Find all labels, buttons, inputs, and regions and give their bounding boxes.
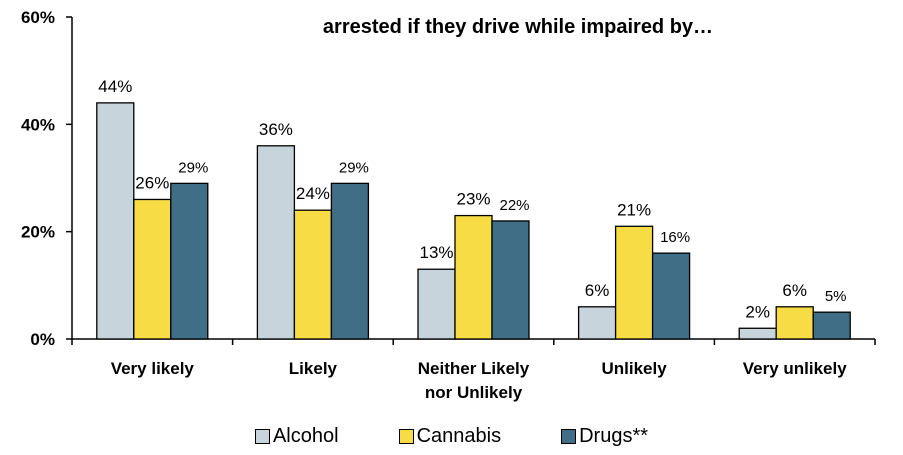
chart-title-line: arrested if they drive while impaired by…	[323, 16, 713, 38]
legend: Alcohol Cannabis Drugs**	[0, 425, 903, 448]
category-label: Unlikely	[601, 359, 667, 378]
category-label: Very unlikely	[743, 359, 847, 378]
bar-alcohol	[577, 306, 617, 340]
bar-drugs	[812, 311, 851, 340]
data-label: 29%	[339, 159, 369, 176]
bar-alcohol	[417, 268, 456, 340]
y-tick-label: 60%	[21, 8, 55, 27]
data-label: 13%	[419, 243, 453, 262]
bar-drugs	[330, 182, 370, 340]
bar-drugs	[491, 220, 530, 340]
bar-alcohol	[256, 145, 296, 340]
bar-cannabis	[614, 225, 654, 340]
data-label: 26%	[135, 173, 169, 192]
legend-swatch	[561, 429, 577, 444]
data-label: 6%	[585, 281, 610, 300]
legend-swatch	[254, 429, 270, 444]
bar-drugs	[170, 182, 209, 340]
bar-drugs	[651, 252, 691, 340]
bar-cannabis	[133, 198, 172, 340]
data-label: 6%	[782, 281, 807, 300]
legend-label: Cannabis	[416, 425, 502, 447]
legend-item: Alcohol	[254, 425, 339, 448]
data-label: 24%	[296, 184, 330, 203]
legend-label: Drugs**	[579, 425, 649, 447]
category-label: nor Unlikely	[425, 383, 523, 402]
legend-item: Cannabis	[398, 425, 502, 448]
bar-alcohol	[738, 327, 777, 340]
data-label: 22%	[499, 197, 529, 214]
y-tick-label: 40%	[21, 115, 55, 134]
bar-chart: arrested if they drive while impaired by…	[21, 8, 876, 402]
category-label: Neither Likely	[418, 359, 530, 378]
data-label: 16%	[660, 229, 690, 246]
data-label: 21%	[617, 200, 651, 219]
data-label: 23%	[456, 190, 490, 209]
y-tick-label: 0%	[30, 330, 55, 349]
legend-label: Alcohol	[272, 425, 339, 447]
category-label: Very likely	[111, 359, 195, 378]
bar-alcohol	[96, 102, 135, 340]
bar-cannabis	[454, 214, 493, 340]
y-tick-label: 20%	[21, 223, 55, 242]
data-label: 5%	[825, 288, 847, 305]
bar-cannabis	[293, 209, 333, 340]
data-label: 29%	[178, 159, 208, 176]
data-label: 2%	[745, 302, 770, 321]
data-label: 44%	[98, 77, 132, 96]
bar-cannabis	[775, 306, 814, 340]
legend-item: Drugs**	[561, 425, 648, 448]
legend-swatch	[398, 429, 414, 444]
data-label: 36%	[259, 120, 293, 139]
category-label: Likely	[289, 359, 338, 378]
